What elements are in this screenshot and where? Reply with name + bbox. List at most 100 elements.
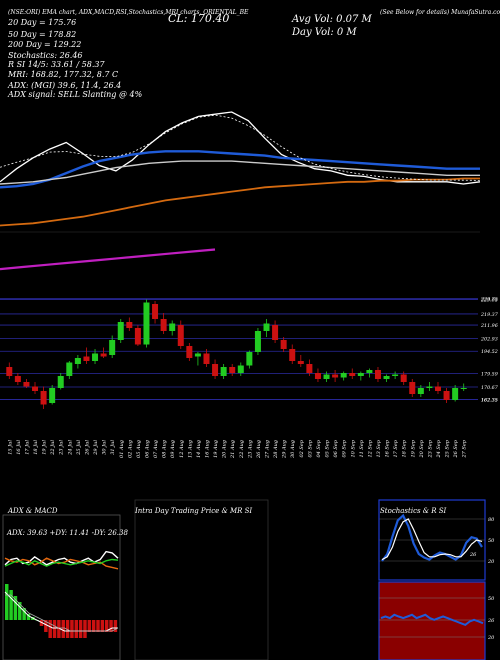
intraday-panel-frame — [134, 499, 269, 660]
candle-body — [194, 353, 201, 357]
date-tick-label: 01 Aug — [119, 440, 125, 458]
candle-body — [229, 367, 236, 373]
date-tick-label: 18 Sep — [402, 439, 408, 457]
candle-body — [434, 386, 441, 391]
candle-body — [237, 365, 244, 373]
macd-bar — [39, 620, 44, 626]
ema50-label: 50 Day = 178.82 — [8, 30, 77, 39]
macd-bar — [104, 620, 109, 632]
date-tick-label: 15 Jul — [7, 440, 13, 455]
date-tick-label: 09 Aug — [170, 440, 176, 458]
candle-body — [32, 386, 39, 391]
price-tick-label: 229.75 — [480, 296, 498, 302]
candle-body — [443, 391, 450, 400]
ema-line-price — [0, 111, 481, 185]
candle-body — [366, 370, 373, 373]
date-tick-label: 28 Aug — [273, 440, 279, 459]
date-tick-label: 19 Aug — [213, 440, 219, 458]
candle-body — [280, 340, 287, 349]
intraday-title: Intra Day Trading Price & MR SI — [135, 507, 253, 515]
rsi-tick-label: 26 — [487, 618, 495, 624]
candle-body — [169, 323, 176, 331]
candle-body — [220, 367, 227, 376]
date-tick-label: 30 Aug — [290, 440, 296, 458]
date-tick-label: 20 Aug — [222, 440, 228, 459]
candle-body — [212, 364, 219, 376]
candle-body — [126, 322, 133, 328]
candle-body — [306, 364, 313, 373]
date-tick-label: 06 Aug — [144, 440, 150, 458]
candle-body — [74, 358, 81, 364]
date-tick-label: 07 Aug — [153, 440, 159, 458]
candle-body — [143, 302, 150, 345]
date-tick-label: 17 Sep — [393, 439, 399, 457]
macd-bar — [61, 620, 65, 638]
stoch-line-k — [381, 513, 483, 562]
candle-body — [134, 328, 141, 345]
stochastics-label: Stochastics: 26.46 — [8, 51, 83, 60]
candle-body — [57, 376, 64, 388]
date-tick-label: 23 Jul — [59, 440, 65, 456]
adx-line--di — [4, 558, 119, 567]
date-tick-label: 17 Jul — [24, 440, 30, 455]
price-tick-label: 162.35 — [481, 397, 498, 403]
candle-body — [297, 361, 304, 364]
macd-bar — [26, 614, 31, 620]
candle-body — [332, 374, 339, 378]
candle-body — [92, 353, 99, 361]
candle-body — [66, 362, 73, 376]
stoch-tick-label: 20 — [487, 559, 495, 565]
date-tick-label: 24 Sep — [436, 439, 442, 458]
candle-body — [6, 367, 13, 376]
candle-body — [417, 388, 424, 394]
macd-bar — [5, 584, 9, 620]
date-tick-label: 16 Jul — [16, 440, 22, 455]
day-volume-label: Day Vol: 0 M — [292, 27, 357, 38]
candle-body — [383, 376, 390, 379]
avg-volume-label: Avg Vol: 0.07 M — [292, 14, 372, 25]
candle-body — [23, 382, 30, 387]
date-tick-label: 27 Aug — [265, 440, 271, 459]
adx-macd-title: ADX & MACD — [8, 507, 58, 515]
date-tick-label: 11 Sep — [359, 439, 365, 457]
rsi-line — [380, 613, 484, 627]
macd-bar — [74, 620, 79, 638]
macd-bar — [52, 620, 57, 638]
stoch-rsi-title: Stochastics & R SI — [380, 507, 447, 515]
rsi-label: R SI 14/5: 33.61 / 58.37 — [8, 60, 105, 69]
candle-body — [392, 374, 399, 376]
date-tick-label: 03 Sep — [307, 439, 313, 457]
candle-body — [357, 373, 364, 376]
candle-body — [40, 391, 47, 405]
stoch-current-label: 26 — [469, 552, 477, 558]
candle-body — [349, 373, 356, 376]
candle-body — [203, 353, 210, 364]
ema-line-20 — [0, 150, 480, 189]
ema-line-200 — [0, 177, 480, 227]
macd-bar — [109, 620, 113, 632]
date-tick-label: 16 Aug — [204, 440, 210, 458]
date-tick-label: 22 Jul — [50, 440, 56, 456]
candle-body — [272, 325, 279, 340]
macd-signal-line — [5, 594, 119, 632]
date-tick-label: 25 Jul — [76, 440, 82, 456]
rsi-tick-label: 20 — [487, 635, 495, 641]
date-tick-label: 02 Sep — [299, 439, 305, 457]
price-tick-label: 219.37 — [480, 312, 499, 318]
macd-bar — [70, 620, 74, 638]
candle-body — [109, 340, 116, 355]
date-tick-label: 26 Aug — [256, 440, 262, 459]
price-tick-label: 162.35 — [481, 397, 498, 403]
candle-body — [186, 346, 193, 358]
stoch-tick-label: 50 — [488, 538, 495, 544]
date-tick-label: 05 Aug — [136, 440, 142, 458]
macd-bar — [13, 596, 18, 620]
candle-body — [83, 356, 90, 361]
date-tick-label: 04 Sep — [316, 439, 322, 457]
candle-body — [426, 386, 433, 388]
stoch-tick-label: 80 — [488, 517, 495, 523]
price-tick-label: 211.96 — [480, 323, 498, 329]
stoch-line-d — [381, 518, 483, 561]
date-tick-label: 21 Aug — [230, 440, 236, 459]
